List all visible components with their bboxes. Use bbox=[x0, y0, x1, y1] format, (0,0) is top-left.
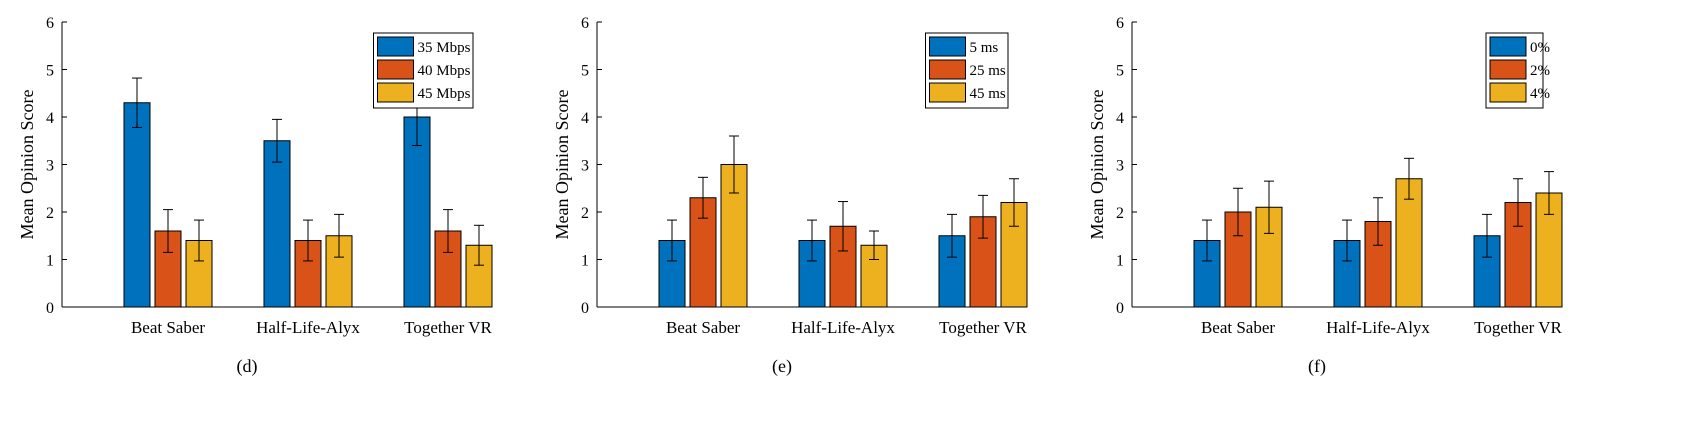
legend-label: 45 Mbps bbox=[418, 86, 471, 102]
error-bar bbox=[667, 219, 677, 262]
y-tick-label: 6 bbox=[46, 15, 54, 32]
error-bar bbox=[443, 209, 453, 253]
error-bar bbox=[1404, 157, 1414, 200]
error-bar bbox=[729, 135, 739, 194]
error-bar bbox=[272, 118, 282, 163]
legend-label: 4% bbox=[1530, 86, 1550, 102]
y-tick-label: 3 bbox=[581, 158, 589, 175]
x-tick-label: Together VR bbox=[404, 318, 492, 337]
error-bar bbox=[869, 230, 879, 260]
error-bar bbox=[807, 219, 817, 262]
y-tick-label: 5 bbox=[1116, 63, 1124, 80]
y-tick-label: 2 bbox=[46, 205, 54, 222]
error-bar bbox=[1373, 197, 1383, 246]
legend-swatch bbox=[1489, 36, 1527, 57]
error-bar bbox=[163, 209, 173, 253]
y-axis-label: Mean Opinion Score bbox=[552, 90, 572, 240]
error-bar bbox=[1009, 178, 1019, 227]
y-tick-label: 4 bbox=[46, 110, 54, 127]
x-tick-label: Beat Saber bbox=[131, 318, 205, 337]
legend-swatch bbox=[929, 36, 966, 57]
legend-swatch bbox=[929, 59, 966, 80]
legend-label: 0% bbox=[1530, 40, 1550, 56]
y-tick-label: 4 bbox=[1116, 110, 1124, 127]
legend-label: 35 Mbps bbox=[418, 40, 471, 56]
legend-swatch bbox=[377, 59, 414, 80]
legend-label: 45 ms bbox=[970, 86, 1006, 102]
legend: 35 Mbps 40 Mbps 45 Mbps bbox=[373, 32, 474, 109]
error-bar bbox=[194, 219, 204, 262]
y-tick-label: 2 bbox=[581, 205, 589, 222]
chart-panel-e: 0 1 2 3 4 5 6 Mean Opinion Score Beat Saber Half-… bbox=[552, 15, 1028, 377]
panel-caption: (d) bbox=[237, 356, 258, 377]
error-bar bbox=[1264, 180, 1274, 234]
error-bar bbox=[1342, 219, 1352, 262]
y-tick-label: 2 bbox=[1116, 205, 1124, 222]
x-tick-label: Half-Life-Alyx bbox=[256, 318, 360, 337]
x-tick-label: Half-Life-Alyx bbox=[791, 318, 895, 337]
x-tick-label: Together VR bbox=[939, 318, 1027, 337]
bar bbox=[263, 140, 291, 308]
y-tick-label: 0 bbox=[581, 300, 589, 317]
y-tick-label: 3 bbox=[1116, 158, 1124, 175]
bar bbox=[1395, 178, 1423, 308]
y-tick-label: 3 bbox=[46, 158, 54, 175]
error-bar bbox=[1513, 178, 1523, 227]
y-tick-label: 6 bbox=[581, 15, 589, 32]
y-tick-label: 5 bbox=[581, 63, 589, 80]
x-tick-label: Beat Saber bbox=[1201, 318, 1275, 337]
y-tick-label: 4 bbox=[581, 110, 589, 127]
error-bar bbox=[303, 219, 313, 262]
legend: 0% 2% 4% bbox=[1485, 32, 1550, 109]
legend-label: 25 ms bbox=[970, 63, 1006, 79]
legend: 5 ms 25 ms 45 ms bbox=[925, 32, 1009, 109]
chart-panel-f: 0 1 2 3 4 5 6 Mean Opinion Score Beat Saber Half-… bbox=[1087, 15, 1563, 377]
error-bar bbox=[1544, 171, 1554, 215]
bar bbox=[123, 102, 151, 308]
panel-caption: (f) bbox=[1308, 356, 1326, 377]
error-bar bbox=[698, 176, 708, 219]
error-bar bbox=[1233, 187, 1243, 237]
legend-swatch bbox=[1489, 82, 1527, 103]
legend-label: 2% bbox=[1530, 63, 1550, 79]
error-bar bbox=[132, 77, 142, 128]
error-bar bbox=[1202, 219, 1212, 262]
y-tick-label: 0 bbox=[46, 300, 54, 317]
error-bar bbox=[474, 224, 484, 266]
legend-swatch bbox=[929, 82, 966, 103]
legend-label: 40 Mbps bbox=[418, 63, 471, 79]
legend-swatch bbox=[377, 82, 414, 103]
y-tick-label: 1 bbox=[46, 253, 54, 270]
chart-panel-d: 0 1 2 3 4 5 6 Mean Opinion Score Beat Saber Half-… bbox=[17, 15, 493, 377]
legend-label: 5 ms bbox=[970, 40, 999, 56]
legend-swatch bbox=[377, 36, 414, 57]
y-tick-label: 1 bbox=[1116, 253, 1124, 270]
x-tick-label: Beat Saber bbox=[666, 318, 740, 337]
y-tick-label: 6 bbox=[1116, 15, 1124, 32]
y-axis-label: Mean Opinion Score bbox=[1087, 90, 1107, 240]
error-bar bbox=[978, 194, 988, 239]
x-tick-label: Half-Life-Alyx bbox=[1326, 318, 1430, 337]
y-tick-label: 0 bbox=[1116, 300, 1124, 317]
y-tick-label: 5 bbox=[46, 63, 54, 80]
error-bar bbox=[947, 213, 957, 258]
y-tick-label: 1 bbox=[581, 253, 589, 270]
error-bar bbox=[334, 213, 344, 258]
error-bar bbox=[838, 201, 848, 252]
y-axis-label: Mean Opinion Score bbox=[17, 90, 37, 240]
x-tick-label: Together VR bbox=[1474, 318, 1562, 337]
bar bbox=[1000, 202, 1028, 308]
legend-swatch bbox=[1489, 59, 1527, 80]
error-bar bbox=[1482, 213, 1492, 258]
panel-caption: (e) bbox=[772, 356, 792, 377]
